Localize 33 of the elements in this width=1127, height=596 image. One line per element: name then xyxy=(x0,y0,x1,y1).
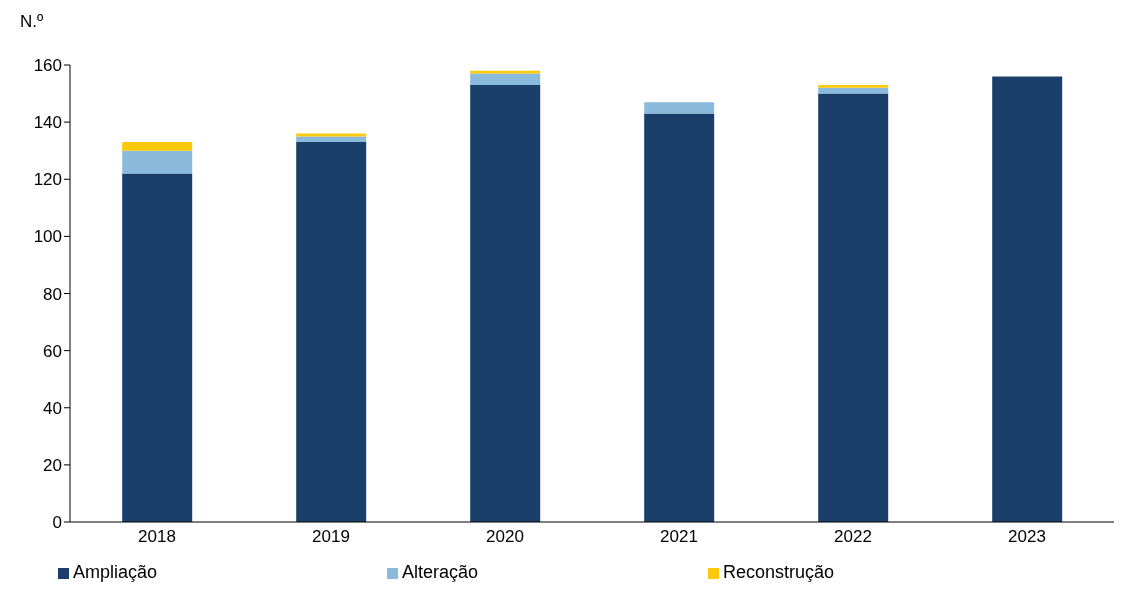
x-tick-label: 2018 xyxy=(138,527,176,547)
bar xyxy=(644,102,715,114)
bar xyxy=(470,70,541,74)
bar xyxy=(470,84,541,522)
y-tick-label: 100 xyxy=(33,227,62,247)
bar xyxy=(296,142,367,522)
bar xyxy=(122,173,193,522)
bar xyxy=(122,150,193,174)
x-tick-label: 2021 xyxy=(660,527,698,547)
x-tick-label: 2020 xyxy=(486,527,524,547)
x-tick-label: 2019 xyxy=(312,527,350,547)
y-tick-label: 80 xyxy=(43,284,62,304)
y-tick-label: 60 xyxy=(43,341,62,361)
y-tick-label: 0 xyxy=(52,513,62,533)
y-tick-label: 140 xyxy=(33,113,62,133)
legend-label: Reconstrução xyxy=(723,562,835,582)
bar xyxy=(992,76,1063,522)
bar xyxy=(470,73,541,85)
bar xyxy=(818,87,889,94)
y-tick-label: 40 xyxy=(43,398,62,418)
bar xyxy=(644,113,715,522)
bar xyxy=(122,142,193,151)
y-axis-title: N.º xyxy=(20,12,44,32)
bar xyxy=(818,84,889,88)
legend-label: Alteração xyxy=(401,562,479,582)
y-tick-label: 20 xyxy=(43,455,62,475)
bar xyxy=(818,93,889,522)
y-tick-label: 160 xyxy=(33,56,62,76)
bar xyxy=(296,136,367,143)
x-tick-label: 2023 xyxy=(1008,527,1046,547)
x-tick-label: 2022 xyxy=(834,527,872,547)
y-tick-label: 120 xyxy=(33,170,62,190)
legend-label: Ampliação xyxy=(72,562,157,582)
